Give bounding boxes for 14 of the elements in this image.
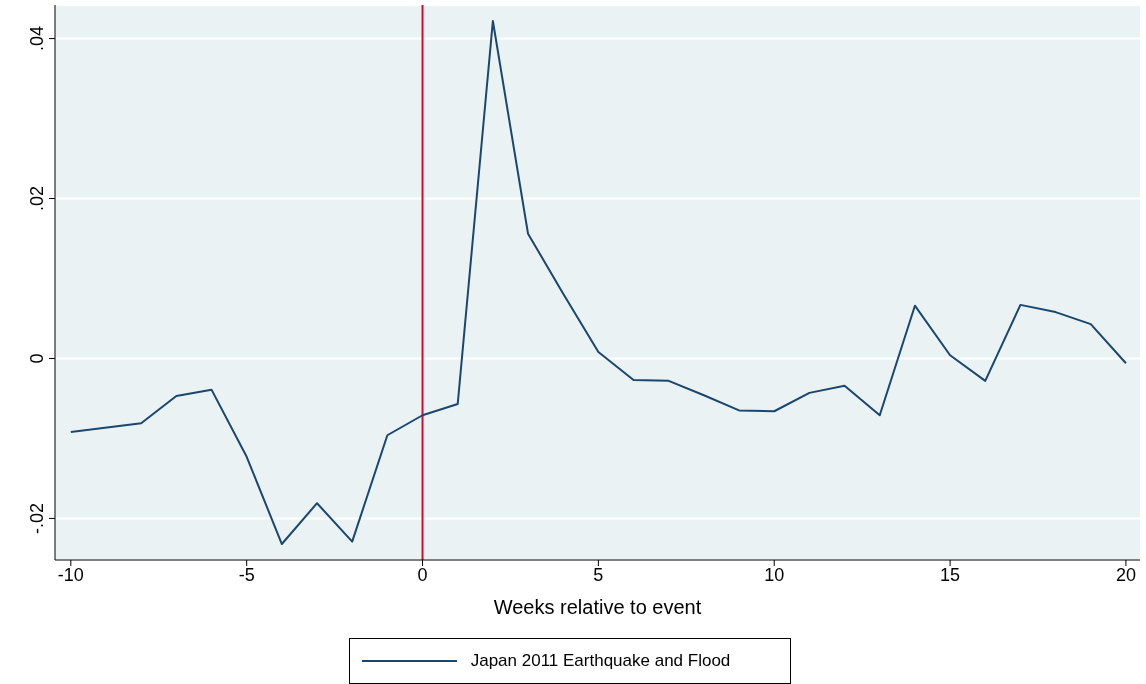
text: Japan 2011 Earthquake and Flood — [470, 651, 731, 671]
y-tick-label: .02 — [27, 186, 47, 212]
x-tick-label: 20 — [1115, 564, 1136, 585]
x-tick-label: 15 — [940, 564, 961, 585]
x-tick-label: 0 — [417, 564, 428, 585]
x-tick-label: 10 — [764, 564, 785, 585]
y-tick-label: 0 — [27, 353, 47, 364]
y-tick-label: -.02 — [27, 502, 47, 534]
x-axis-title: Weeks relative to event — [493, 596, 702, 619]
y-tick-label: .04 — [27, 26, 47, 52]
x-tick-label: 5 — [593, 564, 604, 585]
line-series — [69, 19, 1127, 546]
x-tick-label: -10 — [57, 564, 84, 585]
x-tick-label: -5 — [238, 564, 255, 585]
